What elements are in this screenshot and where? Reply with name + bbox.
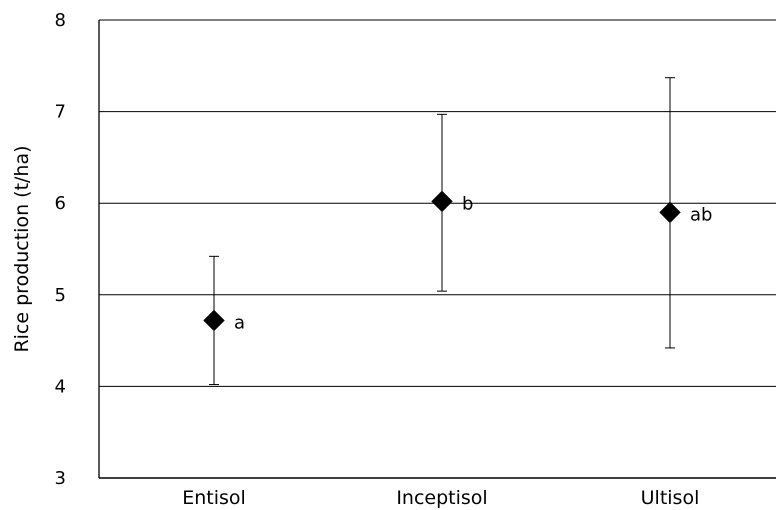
x-category-label: Ultisol — [641, 487, 700, 509]
y-tick-label: 8 — [55, 10, 66, 31]
x-category-labels: Entisol Inceptisol Ultisol — [182, 487, 699, 509]
significance-label: ab — [690, 204, 712, 225]
y-tick-label: 6 — [55, 193, 66, 214]
y-tick-label: 5 — [55, 285, 66, 306]
y-tick-label: 4 — [55, 376, 66, 397]
diamond-marker — [431, 190, 453, 213]
y-tick-labels: 3 4 5 6 7 8 — [55, 10, 66, 489]
significance-label: a — [234, 312, 245, 333]
significance-label: b — [462, 193, 473, 214]
y-tick-label: 3 — [55, 468, 66, 489]
x-category-label: Entisol — [182, 487, 246, 509]
diamond-marker — [203, 309, 225, 332]
y-axis-title: Rice production (t/ha) — [11, 145, 33, 352]
y-tick-label: 7 — [55, 102, 66, 123]
diamond-marker — [659, 201, 681, 224]
x-category-label: Inceptisol — [396, 487, 487, 509]
